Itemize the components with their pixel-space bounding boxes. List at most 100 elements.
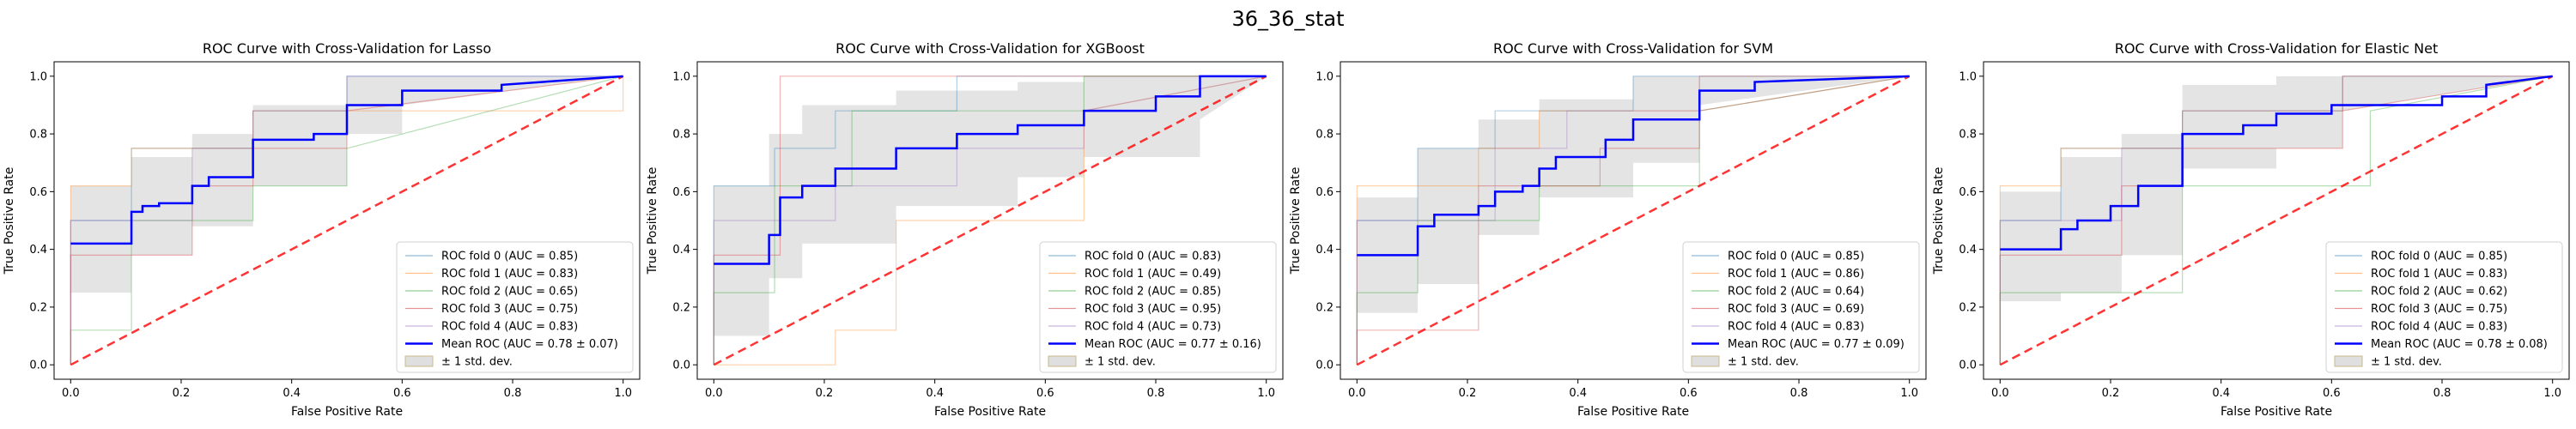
axes-frame xyxy=(696,61,1284,380)
legend-box xyxy=(1039,241,1277,373)
y-axis-label: True Positive Rate xyxy=(1289,167,1303,275)
y-tick-label: 1.0 xyxy=(29,70,47,83)
y-tick-label: 0.8 xyxy=(672,129,690,142)
legend-entry: ± 1 std. dev. xyxy=(1084,356,1156,369)
y-tick-label: 0.4 xyxy=(1959,244,1977,257)
legend-entry: ROC fold 3 (AUC = 0.69) xyxy=(1728,303,1864,316)
y-tick-label: 0.0 xyxy=(29,360,47,372)
chart-title: ROC Curve with Cross-Validation for XGBo… xyxy=(835,40,1145,57)
roc-fold-1-line xyxy=(714,76,1267,366)
x-tick-label: 1.0 xyxy=(1900,387,1918,400)
legend-entry: ROC fold 4 (AUC = 0.73) xyxy=(1084,321,1221,334)
y-tick-label: 0.8 xyxy=(29,129,47,142)
legend: ROC fold 0 (AUC = 0.85) ROC fold 1 (AUC =… xyxy=(396,241,634,373)
y-tick-label: 0.6 xyxy=(1959,186,1977,199)
x-axis-label: False Positive Rate xyxy=(934,405,1046,419)
legend-entry: ROC fold 0 (AUC = 0.83) xyxy=(1084,251,1221,263)
x-tick-label: 0.6 xyxy=(1680,387,1698,400)
legend-box xyxy=(2325,241,2563,373)
y-tick-label: 0.4 xyxy=(1315,244,1334,257)
mean-roc-line xyxy=(714,75,1267,265)
y-axis-label: True Positive Rate xyxy=(1932,167,1946,275)
x-tick-label: 0.6 xyxy=(2323,387,2341,400)
legend-entry: Mean ROC (AUC = 0.78 ± 0.07) xyxy=(441,338,618,351)
y-tick-label: 1.0 xyxy=(672,70,690,83)
x-tick-label: 1.0 xyxy=(614,387,632,400)
legend-swatch-std xyxy=(2334,355,2363,367)
y-tick-label: 0.0 xyxy=(1959,360,1977,372)
legend-entry: ROC fold 4 (AUC = 0.83) xyxy=(1728,321,1864,334)
roc-fold-2-line xyxy=(1356,76,1910,366)
x-tick-label: 0.6 xyxy=(393,387,411,400)
legend-entry: ROC fold 3 (AUC = 0.75) xyxy=(441,303,578,316)
x-tick-label: 0.0 xyxy=(1348,387,1366,400)
std-dev-band xyxy=(1357,76,1910,313)
x-tick-label: 0.2 xyxy=(816,387,834,400)
legend-entry: ROC fold 2 (AUC = 0.85) xyxy=(1084,286,1221,299)
chance-line xyxy=(713,75,1267,366)
chart-title: ROC Curve with Cross-Validation for Lass… xyxy=(203,40,491,57)
legend-entry: ROC fold 0 (AUC = 0.85) xyxy=(2371,251,2507,263)
roc-panel-2: ROC Curve with Cross-Validation for SVM 0… xyxy=(1289,40,1927,419)
legend: ROC fold 0 (AUC = 0.83) ROC fold 1 (AUC =… xyxy=(1039,241,1277,373)
legend-swatch-std xyxy=(1691,355,1720,367)
x-tick-label: 1.0 xyxy=(1257,387,1275,400)
y-axis-label: True Positive Rate xyxy=(646,167,659,275)
x-tick-label: 0.2 xyxy=(173,387,191,400)
legend-entry: ROC fold 4 (AUC = 0.83) xyxy=(441,321,578,334)
legend-swatch-std xyxy=(1048,355,1077,367)
axes-frame xyxy=(1983,61,2570,380)
x-tick-label: 0.0 xyxy=(705,387,723,400)
figure-title: 36_36_stat xyxy=(1231,7,1344,31)
legend-entry: ROC fold 3 (AUC = 0.75) xyxy=(2371,303,2507,316)
roc-fold-4-line xyxy=(1356,76,1910,366)
roc-fold-3-line xyxy=(713,76,1267,366)
legend-entry: ± 1 std. dev. xyxy=(2371,356,2442,369)
y-axis-label: True Positive Rate xyxy=(3,167,16,275)
legend-entry: ROC fold 1 (AUC = 0.83) xyxy=(441,268,578,281)
x-tick-label: 0.4 xyxy=(283,387,301,400)
legend-entry: ROC fold 1 (AUC = 0.83) xyxy=(2371,268,2507,281)
x-axis-label: False Positive Rate xyxy=(291,405,403,419)
axes-frame xyxy=(53,61,641,380)
y-tick-label: 0.2 xyxy=(672,301,690,314)
mean-roc-line xyxy=(1357,75,1910,257)
legend-entry: Mean ROC (AUC = 0.77 ± 0.09) xyxy=(1728,338,1905,351)
chance-line xyxy=(70,75,624,366)
x-tick-label: 1.0 xyxy=(2543,387,2561,400)
mean-roc-line xyxy=(2000,75,2553,251)
roc-fold-2-line xyxy=(70,76,623,366)
chart-title: ROC Curve with Cross-Validation for SVM xyxy=(1493,40,1773,57)
legend-entry: Mean ROC (AUC = 0.78 ± 0.08) xyxy=(2371,338,2548,351)
x-tick-label: 0.4 xyxy=(926,387,944,400)
std-dev-band xyxy=(714,76,1267,336)
x-tick-label: 0.4 xyxy=(2212,387,2230,400)
y-tick-label: 0.8 xyxy=(1315,129,1334,142)
x-tick-label: 0.8 xyxy=(2433,387,2451,400)
legend-entry: Mean ROC (AUC = 0.77 ± 0.16) xyxy=(1084,338,1261,351)
y-tick-label: 0.4 xyxy=(29,244,47,257)
chance-line xyxy=(1999,75,2554,366)
y-tick-label: 0.0 xyxy=(672,360,690,372)
legend-entry: ± 1 std. dev. xyxy=(1728,356,1799,369)
y-tick-label: 1.0 xyxy=(1959,70,1977,83)
x-tick-label: 0.0 xyxy=(62,387,80,400)
x-axis-label: False Positive Rate xyxy=(2221,405,2332,419)
legend-entry: ROC fold 3 (AUC = 0.95) xyxy=(1084,303,1221,316)
roc-fold-1-line xyxy=(70,76,624,366)
legend-entry: ROC fold 2 (AUC = 0.64) xyxy=(1728,286,1864,299)
roc-fold-3-line xyxy=(1356,76,1910,366)
legend-entry: ROC fold 0 (AUC = 0.85) xyxy=(441,251,578,263)
x-tick-label: 0.4 xyxy=(1569,387,1587,400)
x-tick-label: 0.8 xyxy=(1147,387,1165,400)
legend-entry: ROC fold 1 (AUC = 0.49) xyxy=(1084,268,1221,281)
legend: ROC fold 0 (AUC = 0.85) ROC fold 1 (AUC =… xyxy=(1682,241,1920,373)
std-dev-band xyxy=(70,76,623,293)
roc-fold-2-line xyxy=(1999,76,2553,366)
y-tick-label: 0.0 xyxy=(1315,360,1334,372)
roc-fold-0-line xyxy=(1356,76,1910,366)
legend: ROC fold 0 (AUC = 0.85) ROC fold 1 (AUC =… xyxy=(2325,241,2563,373)
y-tick-label: 0.4 xyxy=(672,244,690,257)
roc-fold-2-line xyxy=(713,76,1267,366)
legend-entry: ROC fold 4 (AUC = 0.83) xyxy=(2371,321,2507,334)
